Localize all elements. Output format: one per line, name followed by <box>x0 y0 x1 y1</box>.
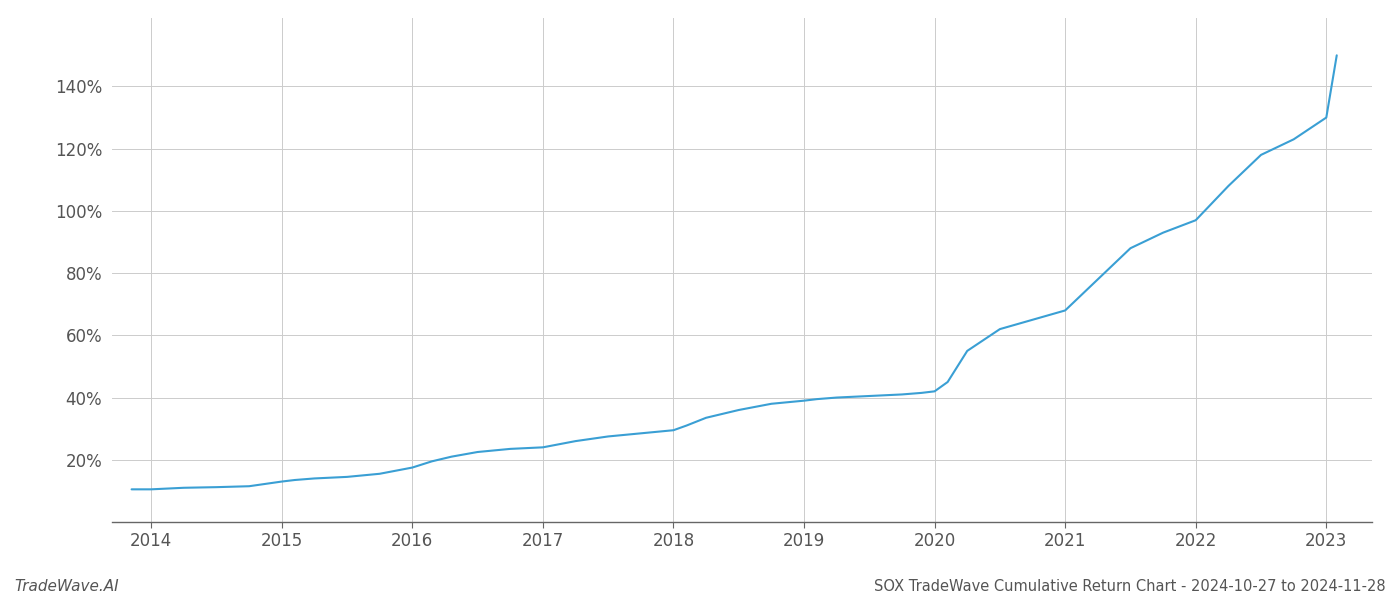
Text: SOX TradeWave Cumulative Return Chart - 2024-10-27 to 2024-11-28: SOX TradeWave Cumulative Return Chart - … <box>875 579 1386 594</box>
Text: TradeWave.AI: TradeWave.AI <box>14 579 119 594</box>
